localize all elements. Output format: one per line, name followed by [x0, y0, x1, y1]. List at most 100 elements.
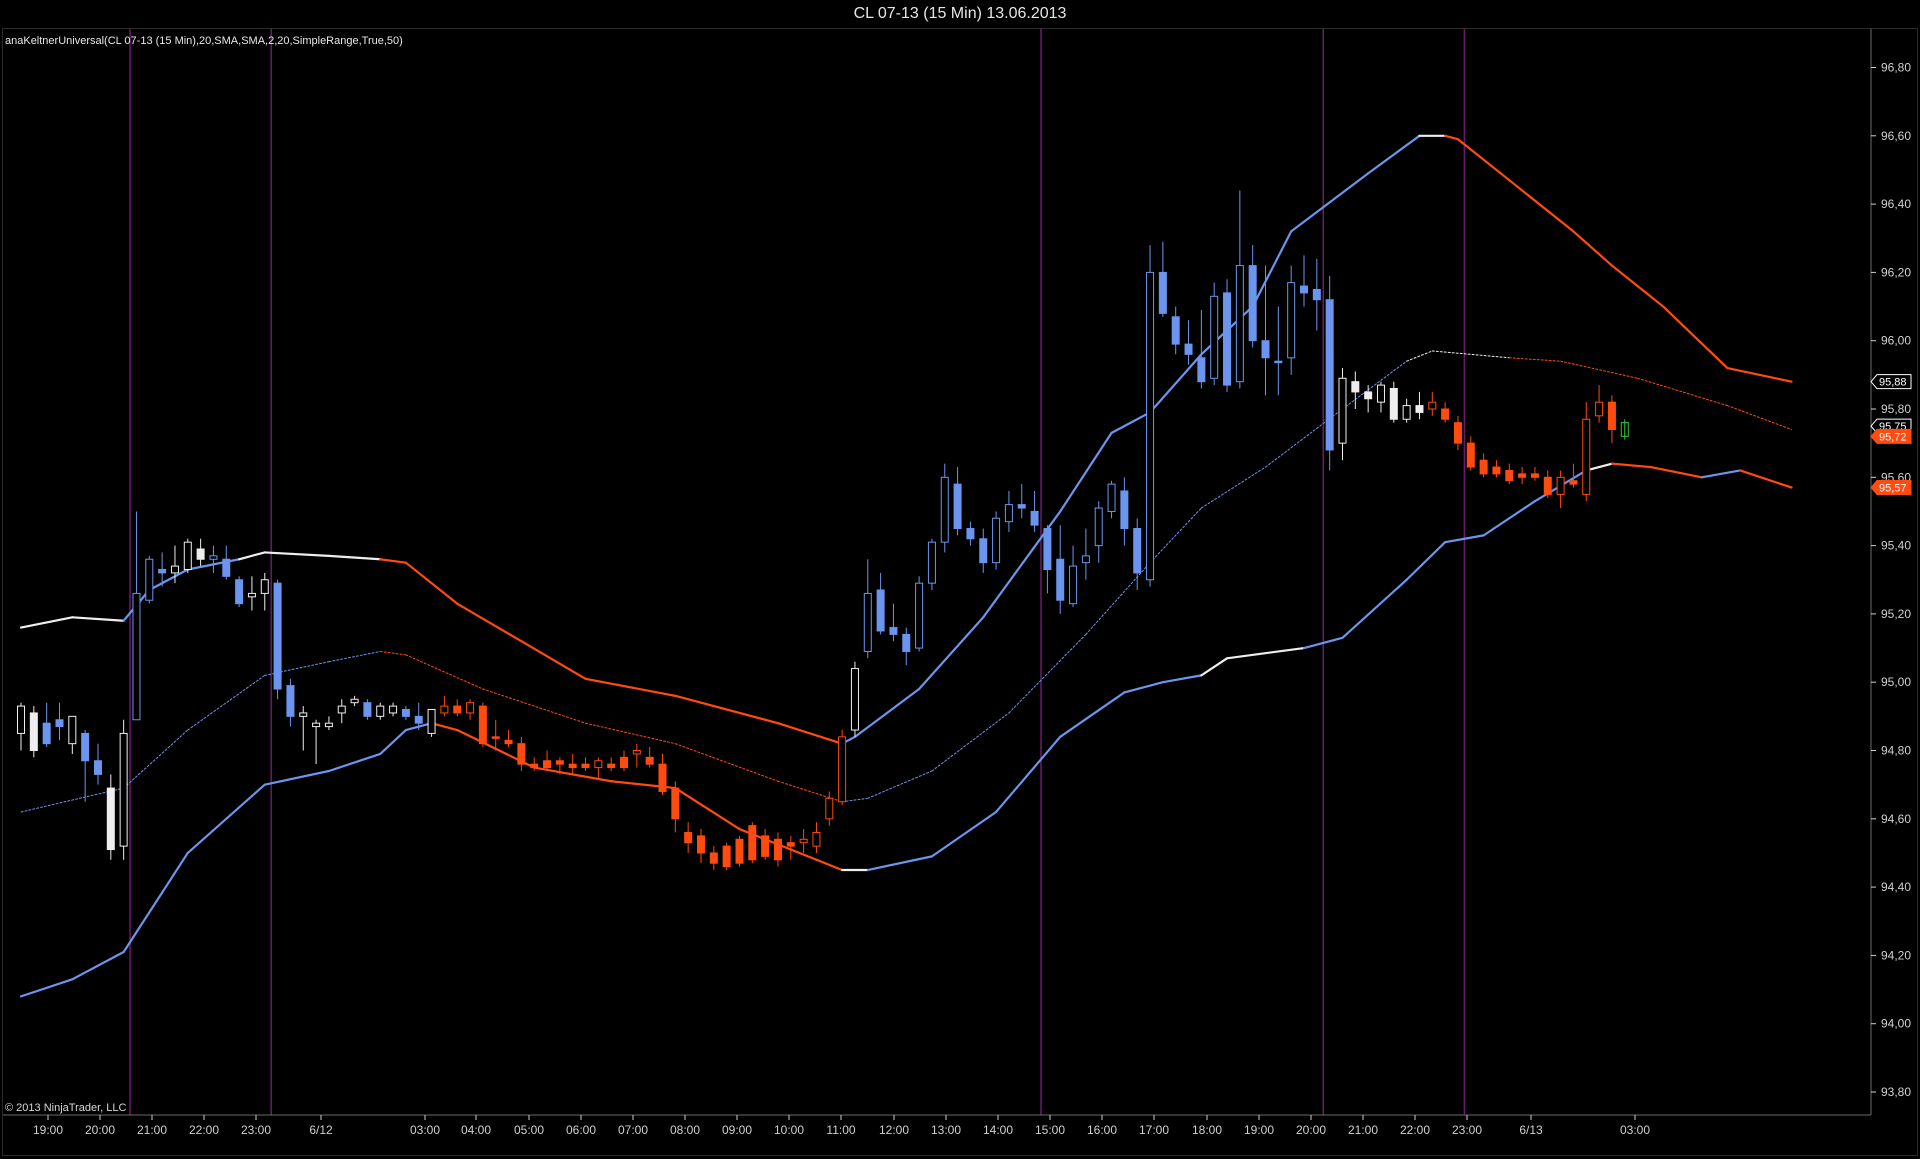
- keltner-upper-band: [853, 687, 921, 738]
- x-tick-label: 19:00: [33, 1123, 63, 1137]
- price-tag-box: [1870, 480, 1912, 496]
- candle-body: [260, 579, 269, 594]
- candle-body: [17, 705, 25, 734]
- chart-title: CL 07-13 (15 Min) 13.06.2013: [0, 0, 1920, 28]
- keltner-upper-band: [19, 616, 74, 629]
- candle: [440, 695, 449, 717]
- candle: [491, 719, 500, 751]
- candle: [1453, 415, 1462, 450]
- candle: [1543, 470, 1552, 498]
- candle-body: [1569, 480, 1578, 485]
- keltner-channel: [19, 134, 1793, 998]
- candle-body: [966, 528, 975, 540]
- candle-body: [1210, 295, 1219, 379]
- candle-body: [1300, 285, 1308, 294]
- y-axis[interactable]: 93,80 94,00 94,20 94,40 94,60 94,80 95,00 95,20…: [1871, 61, 1911, 1100]
- candle-body: [1582, 418, 1591, 495]
- candle-body: [1466, 442, 1475, 468]
- candle-body: [696, 835, 705, 854]
- keltner-middle-line: [1200, 466, 1267, 509]
- candle-body: [838, 736, 847, 803]
- candle: [1376, 381, 1385, 413]
- candle: [953, 467, 962, 536]
- candle-body: [183, 541, 192, 571]
- candle-body: [799, 838, 808, 844]
- candle: [363, 699, 372, 720]
- candle-body: [93, 760, 102, 775]
- candle: [568, 753, 577, 775]
- candle-body: [607, 763, 616, 769]
- candle: [29, 706, 38, 758]
- candle-body: [555, 760, 564, 765]
- candle-body: [55, 719, 64, 728]
- candle-body: [1287, 282, 1296, 359]
- candle-body: [132, 592, 141, 721]
- y-tick-label: 95,00: [1881, 675, 1911, 689]
- x-axis[interactable]: 19:00 20:00 21:00 22:00 23:00 6/12 03:00 04:00 0…: [33, 1115, 1650, 1137]
- x-tick-label: 18:00: [1192, 1123, 1222, 1137]
- x-tick-label: 21:00: [1348, 1123, 1378, 1137]
- candle-body: [1030, 510, 1039, 526]
- candle-body: [1338, 377, 1347, 444]
- keltner-middle-line: [405, 654, 484, 690]
- keltner-upper-band: [379, 558, 407, 564]
- candle: [632, 743, 641, 768]
- candle-body: [1620, 422, 1629, 437]
- price-chart[interactable]: 93,80 94,00 94,20 94,40 94,60 94,80 95,00 95,20…: [3, 29, 1917, 1155]
- candle-body: [337, 705, 346, 714]
- keltner-middle-line: [123, 729, 189, 789]
- candle: [1184, 320, 1193, 365]
- candle-body: [940, 476, 949, 543]
- candle: [1389, 381, 1398, 423]
- keltner-upper-band: [327, 554, 382, 561]
- keltner-middle-line: [931, 712, 1010, 772]
- candle-body: [1248, 265, 1257, 342]
- candle-body: [170, 565, 179, 574]
- y-tick-label: 95,20: [1881, 607, 1911, 621]
- candle-body: [773, 838, 782, 861]
- keltner-upper-band: [1367, 134, 1421, 175]
- keltner-upper-band: [1572, 230, 1614, 267]
- keltner-lower-band: [674, 786, 741, 831]
- candle: [1210, 282, 1219, 386]
- candle-body: [1402, 405, 1411, 420]
- x-tick-label: 22:00: [189, 1123, 219, 1137]
- keltner-lower-band: [1225, 646, 1306, 660]
- candle: [337, 699, 346, 724]
- candle-body: [620, 756, 629, 769]
- candle: [222, 545, 231, 580]
- candle: [517, 736, 526, 771]
- candle: [1300, 255, 1308, 307]
- candle-body: [1364, 391, 1373, 400]
- candle-body: [761, 835, 770, 857]
- candle-body: [81, 732, 90, 762]
- candle-body: [850, 668, 859, 731]
- candle: [1287, 265, 1296, 375]
- candle: [1133, 518, 1142, 590]
- candle: [389, 702, 398, 717]
- candle: [1171, 306, 1180, 355]
- keltner-upper-band: [1290, 172, 1370, 233]
- x-tick-label: 04:00: [461, 1123, 491, 1137]
- candle: [350, 695, 359, 707]
- keltner-lower-band: [1585, 462, 1614, 472]
- candle: [915, 576, 924, 652]
- x-tick-label: 23:00: [1452, 1123, 1482, 1137]
- y-tick-label: 96,00: [1881, 334, 1911, 348]
- keltner-middle-line: [1149, 507, 1202, 564]
- chart-panel[interactable]: 93,80 94,00 94,20 94,40 94,60 94,80 95,00 95,20…: [2, 28, 1918, 1156]
- candle-body: [530, 763, 539, 769]
- candle: [1466, 436, 1475, 471]
- candle: [376, 702, 385, 720]
- keltner-lower-band: [1302, 636, 1344, 650]
- y-tick-label: 95,80: [1881, 402, 1911, 416]
- candle-body: [119, 732, 128, 847]
- candle: [594, 757, 603, 778]
- keltner-middle-line: [867, 770, 933, 799]
- candle: [1312, 258, 1321, 331]
- keltner-middle-line: [1560, 360, 1639, 379]
- keltner-upper-band: [1662, 305, 1729, 370]
- candle-body: [979, 538, 988, 564]
- candle-body: [68, 715, 77, 745]
- keltner-middle-line: [1508, 357, 1562, 362]
